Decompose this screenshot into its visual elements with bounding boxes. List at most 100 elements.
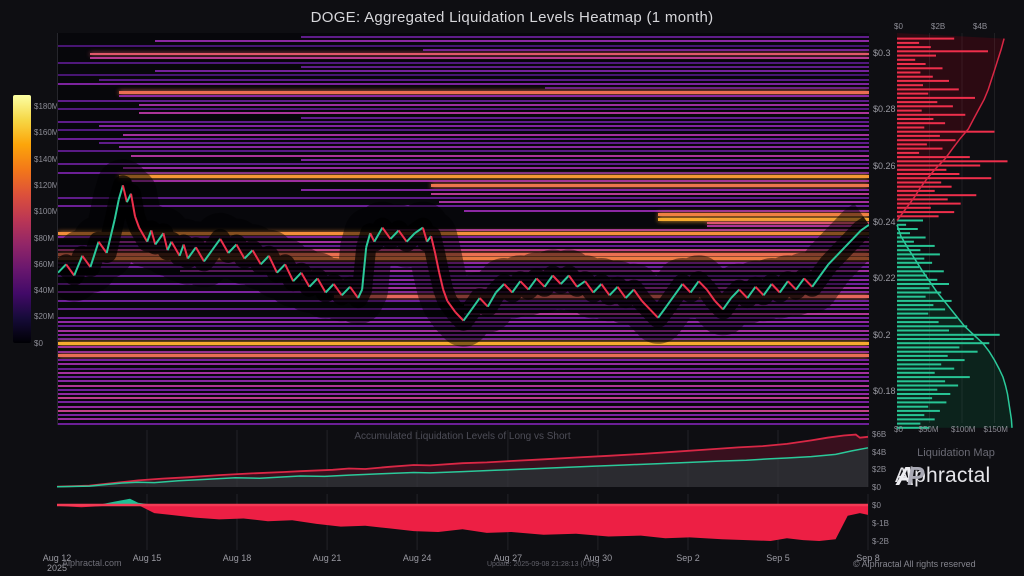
watermark-site: Alphractal.com — [62, 558, 122, 568]
liquidation-level-line — [58, 120, 869, 123]
price-segment — [154, 232, 165, 246]
delta-tick: $-1B — [872, 519, 889, 528]
liquidation-bar — [897, 147, 943, 150]
liquidation-bar — [897, 236, 926, 239]
liquidation-bar — [897, 54, 936, 57]
liquidation-level-line — [58, 150, 869, 153]
price-segment — [97, 241, 108, 254]
price-segment — [138, 227, 149, 243]
liquidation-bar — [897, 363, 942, 366]
liquidation-map-panel — [896, 33, 1013, 429]
liqmap-top-tick: $2B — [931, 22, 946, 31]
liquidation-level-line — [118, 146, 869, 149]
price-segment — [649, 308, 659, 319]
liquidation-level-line — [58, 341, 869, 345]
liquidation-bar — [897, 418, 935, 421]
liquidation-level-line — [58, 333, 869, 336]
liquidation-level-line — [382, 228, 869, 231]
liquidation-level-line — [431, 192, 869, 195]
price-segment — [349, 286, 359, 299]
liquidation-bar — [897, 376, 970, 379]
price-segment — [454, 311, 465, 322]
price-segment — [405, 232, 416, 243]
liquidation-level-line — [122, 167, 869, 170]
liquidation-level-line — [58, 171, 869, 174]
price-segment — [260, 255, 270, 265]
liquidation-bar — [897, 122, 946, 125]
liquidation-bar — [897, 63, 926, 65]
liquidation-bar — [897, 96, 975, 99]
price-segment — [316, 277, 327, 293]
price-segment — [105, 218, 116, 254]
liquidation-level-line — [58, 99, 869, 102]
liquidation-level-line — [301, 65, 869, 68]
date-tick: Sep 2 — [676, 553, 700, 563]
liquidation-bar — [897, 359, 965, 362]
liquidation-level-line — [58, 422, 869, 425]
liquidation-bar — [897, 397, 933, 400]
price-segment — [681, 283, 692, 294]
price-segment — [462, 308, 473, 322]
liquidation-level-line — [118, 175, 869, 179]
price-segment — [219, 238, 230, 254]
price-segment — [276, 263, 286, 274]
price-segment — [714, 300, 724, 311]
price-segment — [819, 263, 830, 277]
liquidation-bar — [897, 422, 921, 425]
colorbar-tick: $60M — [34, 259, 55, 269]
price-segment — [113, 199, 120, 220]
price-segment — [697, 280, 708, 291]
liquidation-bar — [897, 409, 940, 412]
alphractal-logo-icon: A P — [895, 461, 925, 491]
date-tick: Aug 30 — [583, 553, 613, 563]
colorbar-tick: $120M — [34, 180, 59, 190]
liquidation-bar — [897, 261, 933, 264]
price-segment — [227, 243, 238, 254]
price-segment — [705, 289, 716, 302]
liquidation-level-line — [463, 209, 869, 212]
liquidation-level-line — [58, 249, 869, 252]
price-segment — [65, 263, 76, 277]
price-segment — [511, 280, 522, 294]
price-segment — [519, 280, 530, 291]
price-segment — [657, 306, 668, 319]
liquidation-bar — [897, 88, 959, 91]
price-segment — [568, 274, 578, 288]
liquidation-bar — [897, 329, 949, 332]
liquidation-level-line — [155, 40, 869, 43]
price-segment — [421, 227, 428, 242]
liquidation-bar — [897, 274, 927, 277]
price-segment — [203, 249, 213, 262]
liquidation-level-line — [58, 61, 869, 64]
liquidation-level-line — [58, 346, 869, 349]
alphractal-logo-text: Alphractal — [895, 464, 991, 487]
price-segment — [146, 230, 153, 243]
liquidation-level-line — [130, 154, 869, 157]
price-segment — [182, 244, 189, 259]
liquidation-bar — [897, 325, 968, 328]
date-tick: Aug 21 — [312, 553, 342, 563]
colorbar-tick: $160M — [34, 128, 59, 138]
date-tick: Sep 5 — [766, 553, 790, 563]
liquidation-bar — [897, 75, 933, 78]
price-segment — [73, 255, 84, 276]
price-tick: $0.26 — [873, 160, 896, 171]
liquidation-level-line — [58, 376, 869, 379]
liquidation-bar — [897, 168, 947, 171]
liquidation-level-line — [58, 252, 869, 256]
price-segment — [308, 277, 319, 288]
liquidation-bar — [897, 130, 995, 133]
liquidation-bar — [897, 126, 925, 129]
liqmap-bottom-tick: $150M — [983, 425, 1008, 434]
price-segment — [803, 277, 813, 288]
liquidation-bar — [897, 338, 974, 340]
price-segment — [495, 283, 505, 294]
price-segment — [442, 289, 449, 302]
liquidation-bar — [897, 388, 938, 391]
colorbar-tick: $100M — [34, 207, 59, 217]
liquidation-bar — [897, 304, 934, 307]
price-segment — [178, 244, 185, 257]
price-segment — [852, 229, 862, 240]
liquidation-level-line — [58, 380, 869, 383]
liquidation-bar — [897, 113, 966, 116]
